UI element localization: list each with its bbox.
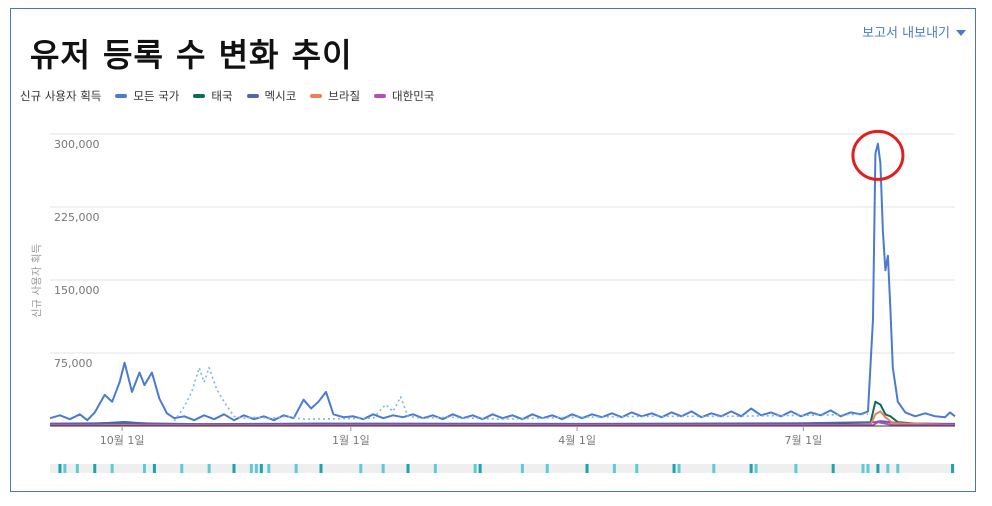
legend-item-label: 대한민국 [392,89,435,103]
timeline-mark [152,464,156,473]
y-tick-label: 150,000 [54,284,100,297]
timeline-mark [712,464,716,473]
timeline-mark [585,464,589,473]
timeline-strip[interactable] [50,464,955,473]
peak-annotation [851,129,905,181]
timeline-mark [319,464,323,473]
export-report-label: 보고서 내보내기 [862,26,950,41]
timeline-mark [75,464,79,473]
timeline-mark [635,464,639,473]
series-line-1 [173,366,869,422]
timeline-mark [142,464,146,473]
y-tick-label: 300,000 [54,138,100,151]
report-card [10,8,976,492]
timeline-mark [545,464,549,473]
timeline-mark [406,464,410,473]
timeline-mark [110,464,114,473]
y-tick-label: 225,000 [54,211,100,224]
y-axis-title: 신규 사용자 획득 [31,244,43,319]
timeline-mark [672,464,676,473]
legend-item-mexico[interactable]: 멕시코 [246,88,297,104]
x-tick-label: 10월 1일 [100,433,145,447]
timeline-mark [473,464,477,473]
timeline-mark [896,464,900,473]
timeline-mark [520,464,524,473]
timeline-mark [232,464,236,473]
series-line-0 [49,142,956,422]
timeline-mark [433,464,437,473]
timeline-mark [93,464,97,473]
legend-item-label: 브라질 [328,89,361,103]
timeline-mark [259,464,263,473]
legend-item-all-countries[interactable]: 모든 국가 [115,88,179,104]
timeline-mark [478,464,482,473]
page-title: 유저 등록 수 변화 추이 [30,36,353,74]
legend-swatch [193,94,206,98]
series-line-3 [49,420,956,426]
chart-series [49,142,956,427]
legend-item-label: 모든 국가 [133,89,180,103]
timeline-mark [831,464,835,473]
legend-item-label: 태국 [211,89,233,103]
timeline-mark [381,464,385,473]
series-line-5 [49,421,956,427]
timeline-mark [749,464,753,473]
timeline-mark [207,464,211,473]
legend-swatch [374,94,387,98]
legend-item-thailand[interactable]: 태국 [193,88,233,104]
legend-item-label: 멕시코 [264,89,297,103]
timeline-mark [886,464,890,473]
legend-item-brazil[interactable]: 브라질 [310,88,360,104]
chart-gridlines [50,133,955,354]
timeline-mark [866,464,870,473]
timeline-mark [612,464,616,473]
timeline-mark [63,464,67,473]
timeline-mark [267,464,271,473]
timeline-mark [254,464,258,473]
timeline-mark [677,464,681,473]
timeline-mark [754,464,758,473]
timeline-mark [180,464,184,473]
timeline-mark [249,464,253,473]
legend-swatch [310,94,323,98]
legend-swatch [115,94,128,98]
legend-metric-label: 신규 사용자 획득 [20,89,102,103]
timeline-mark [58,464,62,473]
timeline-mark [876,464,880,473]
timeline-mark [794,464,798,473]
timeline-mark [359,464,363,473]
x-tick-label: 1월 1일 [332,433,370,447]
chart-legend: 신규 사용자 획득 모든 국가 태국 멕시코 브라질 대한민국 [20,88,434,104]
x-tick-label: 4월 1일 [558,433,596,447]
legend-swatch [246,94,259,98]
timeline-mark [294,464,298,473]
legend-item-south-korea[interactable]: 대한민국 [374,88,434,104]
y-tick-label: 75,000 [54,357,93,370]
y-axis-ticks: 75,000 150,000 225,000 300,000 [54,138,100,370]
timeline-mark [861,464,865,473]
timeline-track[interactable] [50,464,955,473]
highlight-circle [851,129,905,181]
x-axis-ticks: 10월 1일 1월 1일 4월 1일 7월 1일 [100,426,822,447]
timeline-mark [951,464,955,473]
series-line-2 [49,400,956,426]
export-report-button[interactable]: 보고서 내보내기 [862,22,966,41]
chevron-down-icon [956,29,966,36]
x-tick-label: 7월 1일 [784,433,822,447]
